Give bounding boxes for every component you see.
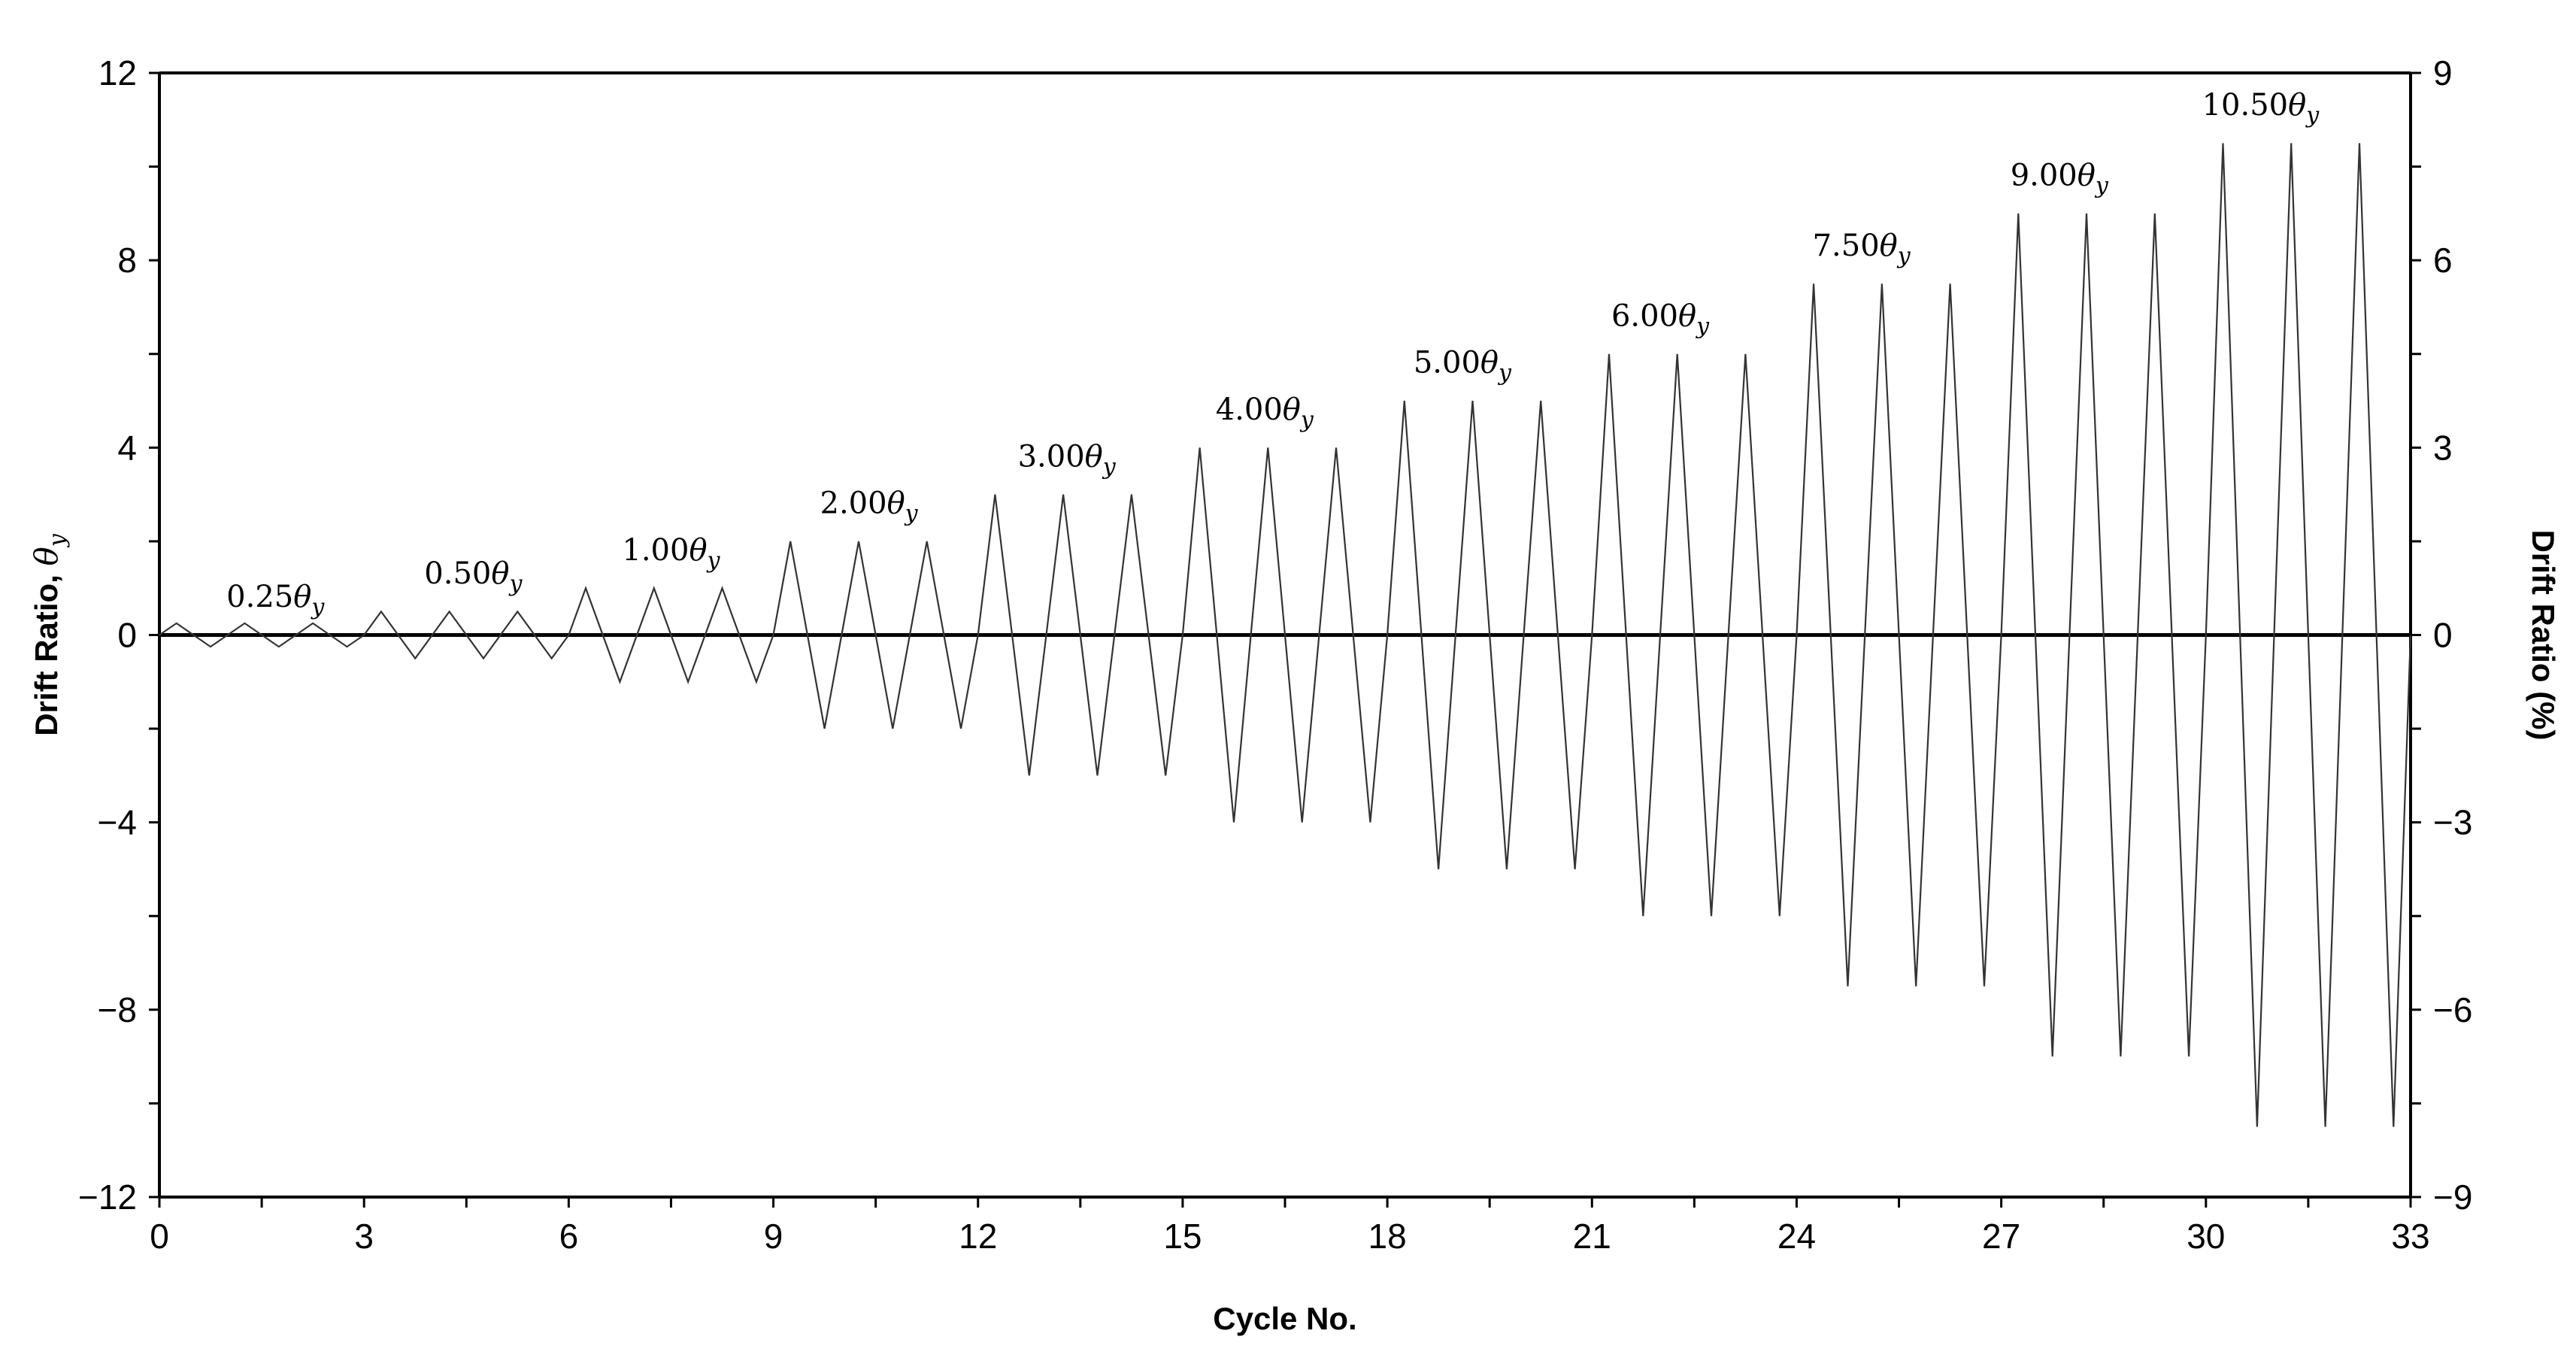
amplitude-annotation: 3.00θy bbox=[1018, 439, 1117, 480]
y-axis-left-title-symbol: θ bbox=[28, 547, 65, 565]
x-tick-label: 33 bbox=[2391, 1217, 2429, 1256]
y-right-tick-label: 0 bbox=[2433, 616, 2453, 655]
y-right-tick-label: 3 bbox=[2433, 428, 2453, 467]
x-tick-label: 3 bbox=[354, 1217, 374, 1256]
x-tick-label: 9 bbox=[764, 1217, 783, 1256]
x-axis-title: Cycle No. bbox=[1213, 1301, 1356, 1336]
series-group bbox=[159, 143, 2412, 1127]
amplitude-annotation: 9.00θy bbox=[2011, 159, 2109, 199]
x-tick-label: 12 bbox=[959, 1217, 997, 1256]
y-axis-right-title: Drift Ratio (%) bbox=[2526, 530, 2561, 741]
x-tick-label: 15 bbox=[1163, 1217, 1202, 1256]
y-axis-right-ticks: 9 6 3 0 −3 −6 −9 bbox=[2411, 53, 2472, 1217]
x-tick-label: 30 bbox=[2187, 1217, 2225, 1256]
y-right-tick-label: −6 bbox=[2433, 990, 2472, 1029]
y-axis-left-title-sub: y bbox=[44, 533, 71, 548]
y-axis-left-ticks: 12 8 4 0 −4 −8 −12 bbox=[78, 53, 159, 1217]
y-left-tick-label: 4 bbox=[117, 428, 137, 467]
amplitude-annotation: 1.00θy bbox=[622, 533, 720, 574]
amplitude-annotation: 7.50θy bbox=[1813, 229, 1911, 269]
x-tick-label: 6 bbox=[559, 1217, 579, 1256]
annotations: 0.25θy 0.50θy 1.00θy 2.00θy 3.00θy 4.00θy 5.00… bbox=[226, 88, 2320, 620]
amplitude-annotation: 0.25θy bbox=[226, 580, 325, 620]
y-axis-left-title-text: Drift Ratio, bbox=[29, 565, 64, 735]
y-left-tick-label: −8 bbox=[98, 990, 137, 1029]
y-right-tick-label: 9 bbox=[2433, 53, 2453, 92]
x-tick-label: 24 bbox=[1777, 1217, 1816, 1256]
amplitude-annotation: 4.00θy bbox=[1216, 393, 1314, 433]
x-axis-ticks: 0 3 6 9 12 15 18 21 24 27 30 33 bbox=[150, 1197, 2430, 1256]
y-right-tick-label: 6 bbox=[2433, 241, 2453, 280]
y-left-tick-label: −4 bbox=[98, 803, 137, 842]
amplitude-annotation: 2.00θy bbox=[820, 486, 919, 527]
amplitude-annotation: 0.50θy bbox=[424, 556, 523, 597]
y-right-tick-label: −9 bbox=[2433, 1178, 2472, 1217]
x-tick-label: 18 bbox=[1368, 1217, 1407, 1256]
y-left-tick-label: −12 bbox=[78, 1178, 137, 1217]
x-tick-label: 21 bbox=[1573, 1217, 1611, 1256]
x-tick-label: 0 bbox=[150, 1217, 169, 1256]
drift-series-line bbox=[159, 143, 2412, 1127]
amplitude-annotation: 5.00θy bbox=[1414, 346, 1512, 386]
x-tick-label: 27 bbox=[1982, 1217, 2020, 1256]
amplitude-annotation: 6.00θy bbox=[1611, 299, 1710, 339]
y-left-tick-label: 0 bbox=[117, 616, 137, 655]
y-right-tick-label: −3 bbox=[2433, 803, 2472, 842]
amplitude-annotation: 10.50θy bbox=[2202, 88, 2320, 129]
y-left-tick-label: 12 bbox=[98, 53, 137, 92]
y-left-tick-label: 8 bbox=[117, 241, 137, 280]
y-axis-left-title: Drift Ratio, θy bbox=[28, 533, 71, 736]
